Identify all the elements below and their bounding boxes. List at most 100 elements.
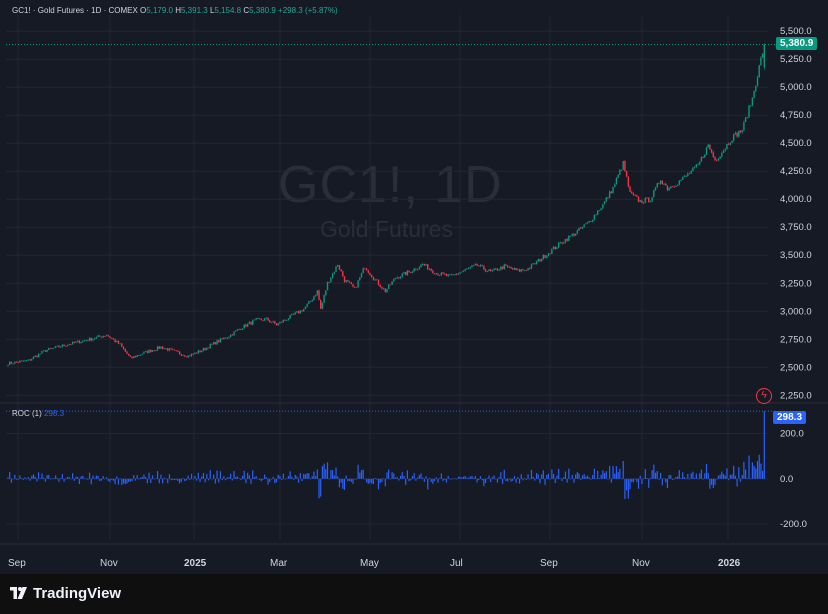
candle-body <box>122 346 125 349</box>
symbol-label[interactable]: GC1! · Gold Futures · 1D · COMEX <box>12 6 138 15</box>
roc-bar <box>661 478 663 486</box>
roc-bar <box>36 478 38 482</box>
roc-bar <box>236 476 239 479</box>
candle-body <box>335 266 337 272</box>
roc-bar <box>124 478 126 485</box>
tradingview-brand[interactable]: TradingView <box>33 585 122 602</box>
candle-body <box>387 284 390 290</box>
candle-body <box>105 335 108 337</box>
watermark-name: Gold Futures <box>320 216 453 242</box>
roc-bar <box>359 472 361 479</box>
candle-body <box>352 284 354 287</box>
roc-bar <box>99 478 101 481</box>
roc-bar <box>692 471 694 479</box>
candle-body <box>479 264 482 267</box>
roc-bar <box>433 478 436 482</box>
candle-body <box>578 227 580 231</box>
roc-bar <box>666 478 669 488</box>
candle-body <box>542 254 545 260</box>
candle-body <box>49 348 52 349</box>
price-tick-label: 5,000.0 <box>780 82 812 93</box>
roc-bar <box>626 478 628 491</box>
candle-body <box>194 352 196 355</box>
roc-bar <box>287 475 290 479</box>
roc-bar <box>102 476 104 479</box>
roc-bar <box>138 478 140 480</box>
roc-bar <box>634 478 636 480</box>
price-tick-label: 4,750.0 <box>780 110 812 121</box>
roc-bar <box>430 478 432 482</box>
roc-bar <box>14 474 16 479</box>
roc-bar <box>501 478 504 484</box>
roc-bar <box>442 478 444 481</box>
roc-legend[interactable]: ROC (1) 298.3 <box>12 409 64 418</box>
candle-body <box>646 197 648 199</box>
roc-bar <box>143 474 145 479</box>
candle-body <box>240 329 242 330</box>
candle-body <box>464 269 466 271</box>
roc-bar <box>411 476 414 479</box>
chart-area[interactable]: GC1!, 1D Gold Futures 2,250.0 2,500.0 2,75… <box>0 0 828 574</box>
roc-bar <box>660 472 662 479</box>
roc-bar <box>258 478 261 480</box>
candle-body <box>505 264 507 266</box>
roc-bar <box>513 475 516 479</box>
tradingview-logo-icon[interactable] <box>8 586 30 600</box>
roc-bar <box>374 477 376 479</box>
candle-body <box>7 365 9 366</box>
candle-body <box>585 223 587 225</box>
roc-bar <box>284 478 286 480</box>
candle-body <box>627 176 630 187</box>
roc-bar <box>423 478 425 482</box>
candle-body <box>102 336 104 338</box>
roc-bar <box>471 475 473 479</box>
roc-bar <box>680 477 682 479</box>
roc-bar <box>58 478 60 482</box>
candle-body <box>338 265 341 270</box>
candle-body <box>649 201 652 203</box>
roc-bar <box>600 474 602 479</box>
roc-bar <box>121 478 123 486</box>
roc-bar <box>518 478 521 484</box>
candle-body <box>636 195 638 197</box>
roc-bar <box>413 473 415 479</box>
roc-bar <box>248 475 250 479</box>
roc-bar <box>316 469 318 479</box>
roc-bar <box>332 470 334 479</box>
candle-body <box>544 254 546 258</box>
candle-body <box>252 320 254 325</box>
candle-body <box>211 344 213 345</box>
candle-body <box>87 340 89 342</box>
candle-body <box>726 144 728 150</box>
candle-body <box>272 321 274 323</box>
price-chart-svg[interactable]: 2,250.0 2,500.0 2,750.0 3,000.0 3,250.0 3,500… <box>0 0 828 574</box>
candle-body <box>455 274 458 275</box>
roc-bar <box>440 473 442 479</box>
roc-bar <box>750 478 752 480</box>
roc-bar <box>617 471 619 479</box>
roc-bar <box>394 477 397 479</box>
roc-bar <box>733 465 735 479</box>
roc-bar <box>738 467 740 479</box>
candle-body <box>207 347 210 349</box>
candle-body <box>44 350 47 352</box>
candle-body <box>634 195 636 196</box>
candle-body <box>190 353 193 357</box>
candle-body <box>568 235 570 241</box>
time-tick-label: Sep <box>8 558 26 569</box>
roc-bar <box>654 472 657 479</box>
roc-bar <box>563 477 565 479</box>
roc-bar <box>24 477 26 479</box>
roc-bar <box>95 475 97 479</box>
candle-body <box>571 233 573 236</box>
candle-body <box>178 351 181 355</box>
candle-body <box>493 268 495 271</box>
candle-body <box>404 272 407 276</box>
lightning-icon[interactable]: ϟ <box>756 388 772 404</box>
high-label: H <box>175 6 181 15</box>
candle-body <box>751 97 754 106</box>
candle-body <box>19 360 21 363</box>
roc-bar <box>255 476 257 479</box>
roc-bar <box>184 478 186 482</box>
candle-body <box>651 197 653 202</box>
